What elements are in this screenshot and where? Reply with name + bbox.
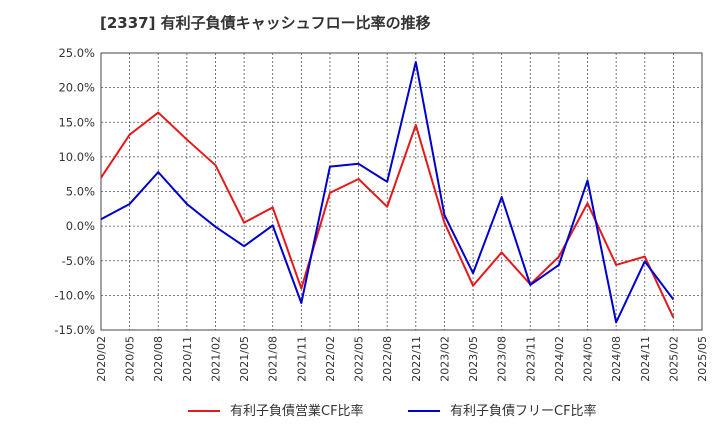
y-tick-label: 10.0% [58,150,95,164]
x-tick-label: 2025/02 [667,336,680,382]
x-tick-label: 2021/08 [267,336,280,382]
x-tick-label: 2021/02 [209,336,222,382]
x-tick-label: 2025/05 [696,336,709,382]
x-tick-label: 2023/08 [496,336,509,382]
x-tick-label: 2024/02 [553,336,566,382]
y-tick-label: -10.0% [54,288,95,302]
series-line-1 [100,111,675,318]
x-tick-label: 2020/02 [95,336,108,382]
x-tick-label: 2024/05 [582,336,595,382]
series-line-2 [100,61,675,324]
chart-title: [2337] 有利子負債キャッシュフロー比率の推移 [100,14,431,32]
y-tick-label: -5.0% [62,254,95,268]
y-tick-label: 5.0% [66,185,95,199]
x-tick-label: 2020/05 [124,336,137,382]
y-tick-label: 15.0% [58,115,95,129]
y-tick-label: -15.0% [54,323,95,337]
x-tick-label: 2023/05 [467,336,480,382]
y-tick-label: 0.0% [66,219,95,233]
y-tick-label: 25.0% [58,46,95,60]
x-tick-label: 2022/02 [324,336,337,382]
x-tick-label: 2022/08 [381,336,394,382]
x-tick-label: 2023/02 [438,336,451,382]
x-tick-label: 2024/11 [639,336,652,382]
legend-label-2: 有利子負債フリーCF比率 [450,403,597,419]
x-tick-label: 2023/11 [524,336,537,382]
x-tick-label: 2021/05 [238,336,251,382]
x-tick-label: 2024/08 [610,336,623,382]
x-tick-label: 2022/05 [353,336,366,382]
x-tick-label: 2020/11 [181,336,194,382]
x-tick-label: 2022/11 [410,336,423,382]
x-tick-label: 2020/08 [152,336,165,382]
y-tick-label: 20.0% [58,81,95,95]
x-tick-label: 2021/11 [295,336,308,382]
plot-border [100,52,703,331]
legend-label-1: 有利子負債営業CF比率 [230,403,364,419]
